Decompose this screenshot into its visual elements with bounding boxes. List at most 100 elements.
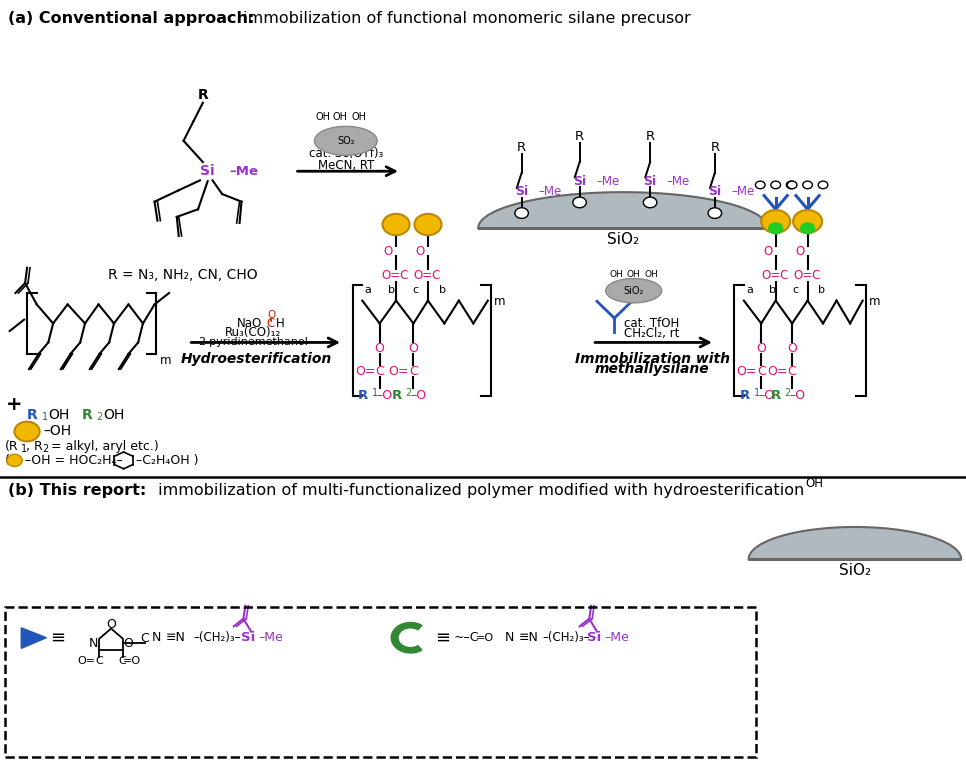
Text: C: C	[756, 365, 766, 378]
Text: –OH = HOC₂H₄–: –OH = HOC₂H₄–	[25, 454, 123, 467]
Text: O=C: O=C	[382, 269, 409, 282]
Text: Si: Si	[515, 185, 528, 199]
Text: 2: 2	[43, 444, 48, 454]
Text: cat. TfOH: cat. TfOH	[624, 317, 680, 330]
Circle shape	[7, 454, 22, 466]
Text: immobilization of functional monomeric silane precusor: immobilization of functional monomeric s…	[238, 11, 691, 27]
Text: R: R	[645, 130, 655, 144]
Text: 2-pyridinemethanol: 2-pyridinemethanol	[198, 336, 308, 347]
Text: R: R	[357, 389, 368, 403]
Text: N: N	[504, 631, 514, 645]
Text: Hydroesterification: Hydroesterification	[181, 352, 331, 366]
Circle shape	[803, 181, 812, 189]
Text: OH: OH	[352, 112, 367, 122]
Circle shape	[787, 181, 797, 189]
Circle shape	[573, 197, 586, 208]
Text: R: R	[197, 88, 209, 102]
Text: , R: , R	[26, 440, 43, 454]
Text: (b) This report:: (b) This report:	[8, 483, 146, 498]
Text: immobilization of multi-functionalized polymer modified with hydroesterification: immobilization of multi-functionalized p…	[153, 483, 804, 498]
Text: –O: –O	[758, 389, 775, 403]
Text: OH: OH	[627, 269, 640, 279]
Text: = alkyl, aryl etc.): = alkyl, aryl etc.)	[47, 440, 159, 454]
Text: –Me: –Me	[229, 164, 258, 178]
Text: a: a	[746, 285, 753, 295]
Text: R: R	[391, 389, 402, 403]
Text: SiO₂: SiO₂	[623, 285, 644, 296]
Text: OH: OH	[103, 408, 125, 422]
Text: –C₂H₄OH ): –C₂H₄OH )	[136, 454, 199, 467]
Text: C: C	[119, 656, 127, 667]
Text: O: O	[409, 342, 418, 355]
Text: OH: OH	[806, 476, 823, 490]
Text: R: R	[575, 130, 584, 144]
Text: (: (	[5, 454, 10, 467]
Text: Si: Si	[708, 185, 722, 199]
Text: C: C	[787, 365, 797, 378]
Text: O: O	[124, 636, 133, 650]
Circle shape	[793, 210, 822, 233]
Text: O=C: O=C	[413, 269, 440, 282]
Circle shape	[383, 214, 410, 235]
Text: 1: 1	[42, 412, 47, 422]
Text: OH: OH	[315, 112, 330, 122]
Text: O=: O=	[388, 365, 410, 378]
Text: R: R	[739, 389, 750, 403]
Text: (R: (R	[5, 440, 18, 454]
Text: O: O	[787, 342, 797, 355]
Text: R: R	[710, 141, 720, 154]
Text: CH₂Cl₂, rt: CH₂Cl₂, rt	[624, 326, 680, 340]
Text: b: b	[439, 285, 446, 295]
Circle shape	[800, 222, 815, 234]
Text: –Me: –Me	[596, 174, 619, 188]
Text: Immobilization with: Immobilization with	[575, 352, 729, 365]
Text: O: O	[268, 310, 275, 320]
Text: –Me: –Me	[731, 185, 754, 199]
Text: c: c	[412, 285, 418, 295]
Text: Si: Si	[587, 631, 602, 645]
Text: R: R	[517, 141, 526, 154]
Text: 1: 1	[372, 388, 378, 399]
Text: +: +	[6, 396, 23, 414]
Text: SiO₂: SiO₂	[607, 232, 639, 247]
Text: methallysilane: methallysilane	[595, 362, 709, 376]
Text: C: C	[375, 365, 384, 378]
Text: SO₂: SO₂	[337, 135, 355, 146]
Text: OH: OH	[48, 408, 70, 422]
Polygon shape	[21, 628, 46, 648]
Text: =O: =O	[124, 656, 141, 667]
Text: a: a	[364, 285, 372, 295]
Text: b: b	[387, 285, 395, 295]
Text: –Me: –Me	[538, 185, 561, 199]
Text: 1: 1	[21, 444, 27, 454]
Text: SiO₂: SiO₂	[838, 563, 871, 578]
Text: NaO: NaO	[237, 317, 262, 330]
Text: O: O	[795, 244, 805, 258]
Text: O: O	[384, 244, 393, 258]
Text: C: C	[96, 656, 103, 667]
Text: R: R	[770, 389, 781, 403]
Text: OH: OH	[610, 269, 623, 279]
Text: b: b	[817, 285, 825, 295]
Circle shape	[14, 422, 40, 441]
Text: Ru₃(CO)₁₂: Ru₃(CO)₁₂	[225, 326, 281, 339]
Text: Si: Si	[200, 164, 215, 178]
Text: O: O	[415, 244, 425, 258]
Text: O: O	[106, 617, 116, 631]
Text: C: C	[409, 365, 418, 378]
Text: –O: –O	[411, 389, 427, 403]
Circle shape	[414, 214, 441, 235]
Circle shape	[515, 208, 528, 218]
Text: R: R	[82, 408, 93, 422]
Text: 2: 2	[97, 412, 102, 422]
Ellipse shape	[606, 279, 662, 303]
Text: Si: Si	[573, 174, 586, 188]
Circle shape	[771, 181, 781, 189]
Text: N: N	[152, 631, 161, 645]
Text: H: H	[276, 317, 285, 330]
Circle shape	[761, 210, 790, 233]
Polygon shape	[749, 527, 961, 559]
Text: –O: –O	[789, 389, 806, 403]
Text: O=C: O=C	[761, 269, 788, 282]
Text: O: O	[756, 342, 766, 355]
